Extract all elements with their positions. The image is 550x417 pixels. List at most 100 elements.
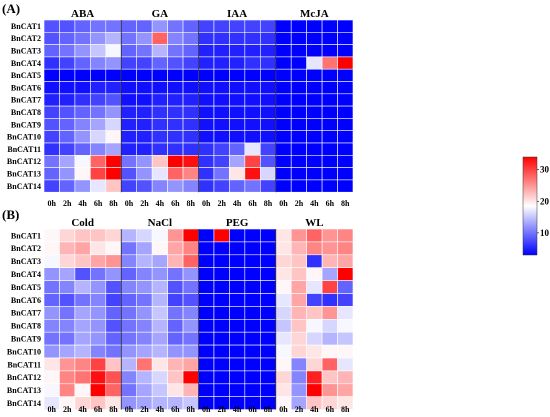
heatmap-cell [120,167,137,181]
column-label: 4h [233,405,242,414]
row-label: BnCAT6 [11,83,41,92]
heatmap-cell [59,93,76,107]
heatmap-cell [290,254,307,269]
heatmap-cell [244,331,261,346]
heatmap-cell [275,130,292,144]
heatmap-cell [59,56,76,70]
heatmap-cell [136,293,153,307]
heatmap-cell [43,56,60,70]
heatmap-cell [337,344,354,359]
heatmap-cell [90,344,107,359]
row-label: BnCAT3 [11,257,41,266]
heatmap-cell [167,118,184,132]
heatmap-cell [321,19,338,33]
heatmap-cell [306,318,323,333]
heatmap-cell [306,280,323,294]
heatmap-cell [198,344,215,359]
heatmap-cell [290,357,307,372]
heatmap-cell [151,44,168,58]
heatmap-cell [275,44,292,58]
heatmap-cell [151,130,168,144]
heatmap-cell [259,370,277,385]
heatmap-cell [229,241,246,256]
row-label: BnCAT8 [11,108,41,117]
heatmap-cell [43,167,60,181]
heatmap-cell [43,267,60,281]
heatmap-cell [213,293,230,307]
heatmap-cell [244,105,261,119]
heatmap-cell [182,179,199,193]
heatmap-cell [337,293,354,307]
heatmap-cell [151,155,168,168]
heatmap-cell [321,331,338,346]
heatmap-cell [43,179,60,193]
heatmap-cell [90,318,107,333]
heatmap-cell [120,280,137,294]
heatmap-cell [136,254,153,269]
heatmap-cell [43,68,60,82]
heatmap-cell [198,68,215,82]
row-label: BnCAT9 [11,120,41,129]
heatmap-cell [105,68,122,82]
heatmap-cell [43,241,60,256]
heatmap-cell [321,155,338,168]
heatmap-cell [136,167,153,181]
heatmap-cell [259,267,277,281]
heatmap-cell [213,31,230,45]
column-label: 8h [341,199,350,208]
row-label: BnCAT13 [7,386,41,395]
heatmap-cell [59,81,76,95]
heatmap-cell [151,280,168,294]
column-label: 4h [156,405,165,414]
heatmap-cell [259,318,277,333]
heatmap-cell [43,254,60,269]
heatmap-cell [259,68,277,82]
heatmap-cell [337,81,354,95]
heatmap-cell [321,81,338,95]
heatmap-cell [74,179,91,193]
heatmap-cell [213,93,230,107]
heatmap-cell [167,241,184,256]
heatmap-cell [321,241,338,256]
heatmap-cell [151,370,168,385]
heatmap-cell [229,142,246,156]
heatmap-cell [337,56,354,70]
heatmap-cell [321,44,338,58]
heatmap-cell [198,142,215,156]
heatmap-cell [59,155,76,168]
heatmap-cell [229,306,246,320]
row-label: BnCAT4 [11,59,41,68]
heatmap-cell [105,267,122,281]
heatmap-cell [182,267,199,281]
heatmap-cell [213,344,230,359]
heatmap-cell [90,293,107,307]
heatmap-cell [198,318,215,333]
heatmap-cell [290,81,307,95]
heatmap-cell [259,56,277,70]
heatmap-cell [105,130,122,144]
heatmap-cell [136,130,153,144]
heatmap-cell [105,383,122,397]
heatmap-cell [90,130,107,144]
heatmap-cell [74,118,91,132]
heatmap-cell [337,179,354,193]
heatmap-cell [43,357,60,372]
heatmap-cell [213,331,230,346]
column-label: 0h [279,405,288,414]
heatmap-cell [74,228,91,243]
heatmap-cell [59,130,76,144]
heatmap-cell [244,293,261,307]
heatmap-cell [105,105,122,119]
heatmap-cell [59,370,76,385]
column-label: 2h [140,405,149,414]
heatmap-cell [167,383,184,397]
heatmap-cell [151,383,168,397]
heatmap-cell [321,383,338,397]
heatmap-cell [90,44,107,58]
heatmap-cell [167,228,184,243]
heatmap-cell [259,293,277,307]
heatmap-cell [306,142,323,156]
heatmap-cell [213,383,230,397]
column-label: 0h [47,405,56,414]
heatmap-cell [105,306,122,320]
